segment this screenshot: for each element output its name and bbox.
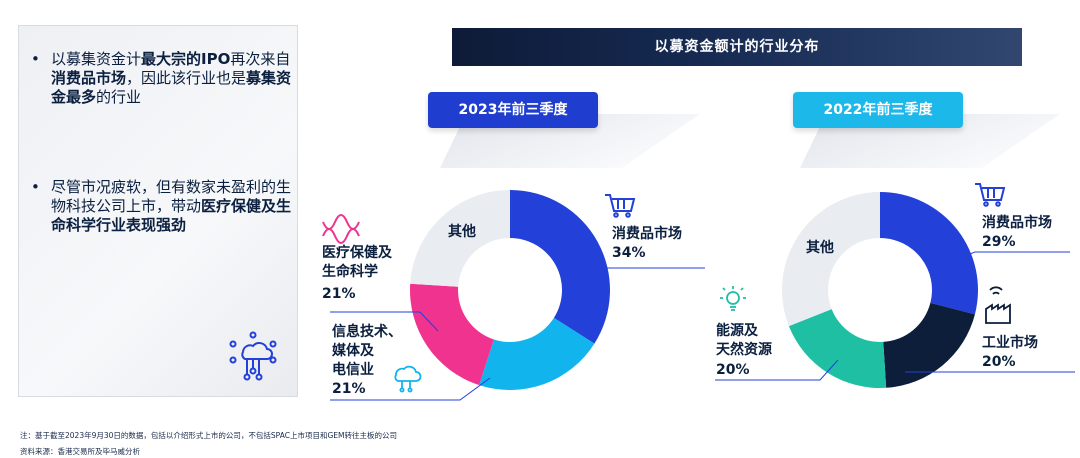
body-text: 以募集资金计	[51, 50, 142, 68]
slice-label-industrial-2022: 工业市场	[982, 334, 1038, 351]
body-text: ，因此该行业也是	[126, 69, 247, 87]
leader-line-energy-2022	[715, 359, 839, 381]
leader-lines	[330, 251, 1075, 401]
bullet-consumer: • 以募集资金计最大宗的IPO再次来自消费品市场，因此该行业也是募集资金最多的行…	[31, 50, 293, 107]
circuit-cloud-icon	[229, 331, 277, 381]
donut-chart-2023	[410, 189, 610, 391]
slice-label-tech: 信息技术、媒体及电信业	[331, 323, 402, 378]
donut-slice	[410, 189, 510, 287]
shopping-cart-icon	[975, 183, 1006, 207]
bullet-text: 尽管市况疲软，但有数家未盈利的生物科技公司上市，带动医疗保健及生命科学行业表现强…	[51, 178, 293, 235]
donut-slice	[883, 302, 975, 388]
slice-value-consumer-2022: 29%	[982, 234, 1016, 250]
bullet-text: 以募集资金计最大宗的IPO再次来自消费品市场，因此该行业也是募集资金最多的行业	[51, 50, 293, 107]
donut-slice	[510, 189, 610, 344]
slice-label-energy-2022: 能源及天然资源	[716, 322, 772, 358]
summary-panel: • 以募集资金计最大宗的IPO再次来自消费品市场，因此该行业也是募集资金最多的行…	[18, 25, 298, 397]
donut-slice	[479, 317, 595, 391]
cloud-network-icon	[394, 365, 422, 393]
slice-value-energy-2022: 20%	[716, 362, 750, 378]
slice-label-consumer: 消费品市场	[612, 225, 682, 242]
emphasis-text: 募集资金最多	[51, 69, 292, 106]
donut-slice	[788, 309, 887, 388]
lightbulb-icon	[720, 286, 746, 311]
donut-slice	[880, 192, 978, 315]
slice-label-consumer-2022: 消费品市场	[982, 214, 1052, 231]
emphasis-text: 消费品市场	[51, 69, 127, 87]
bullet-marker: •	[31, 178, 40, 196]
body-text: 尽管市况疲软，但有数家未盈利的生物科技公司上市，带动	[51, 178, 292, 215]
dna-icon	[322, 214, 360, 244]
source-note: 资料来源：香港交易所及毕马威分析	[20, 447, 140, 456]
bullet-health: • 尽管市况疲软，但有数家未盈利的生物科技公司上市，带动医疗保健及生命科学行业表…	[31, 178, 293, 235]
badge-2023: 2023年前三季度	[428, 92, 598, 128]
slice-label-other: 其他	[448, 223, 476, 240]
emphasis-text: 医疗保健及生命科学行业表现强劲	[51, 197, 292, 234]
slice-label-health: 医疗保健及生命科学	[322, 244, 393, 280]
footnote: 注：基于截至2023年9月30日的数据，包括以介绍形式上市的公司，不包括SPAC…	[20, 431, 397, 440]
emphasis-text: 最大宗的IPO	[141, 50, 231, 68]
body-text: 再次来自	[230, 50, 291, 68]
slice-value-consumer: 34%	[612, 245, 646, 261]
leader-line-health	[330, 311, 439, 332]
body-text: 的行业	[96, 88, 142, 106]
chart-title-banner: 以募资金额计的行业分布	[452, 28, 1022, 66]
shopping-cart-icon	[605, 194, 636, 218]
donut-slice	[410, 283, 494, 386]
slice-value-industrial-2022: 20%	[982, 354, 1016, 370]
leader-line-consumer-2022	[949, 251, 1070, 263]
donut-slice	[782, 192, 880, 327]
slice-value-tech: 21%	[332, 381, 366, 397]
bullet-marker: •	[31, 50, 40, 68]
slice-label-other-2022: 其他	[806, 239, 834, 256]
badge-2022: 2022年前三季度	[793, 92, 963, 128]
donut-chart-2022	[782, 192, 978, 388]
slice-value-health: 21%	[322, 286, 356, 302]
factory-icon	[985, 286, 1011, 324]
leader-line-tech	[330, 377, 491, 401]
